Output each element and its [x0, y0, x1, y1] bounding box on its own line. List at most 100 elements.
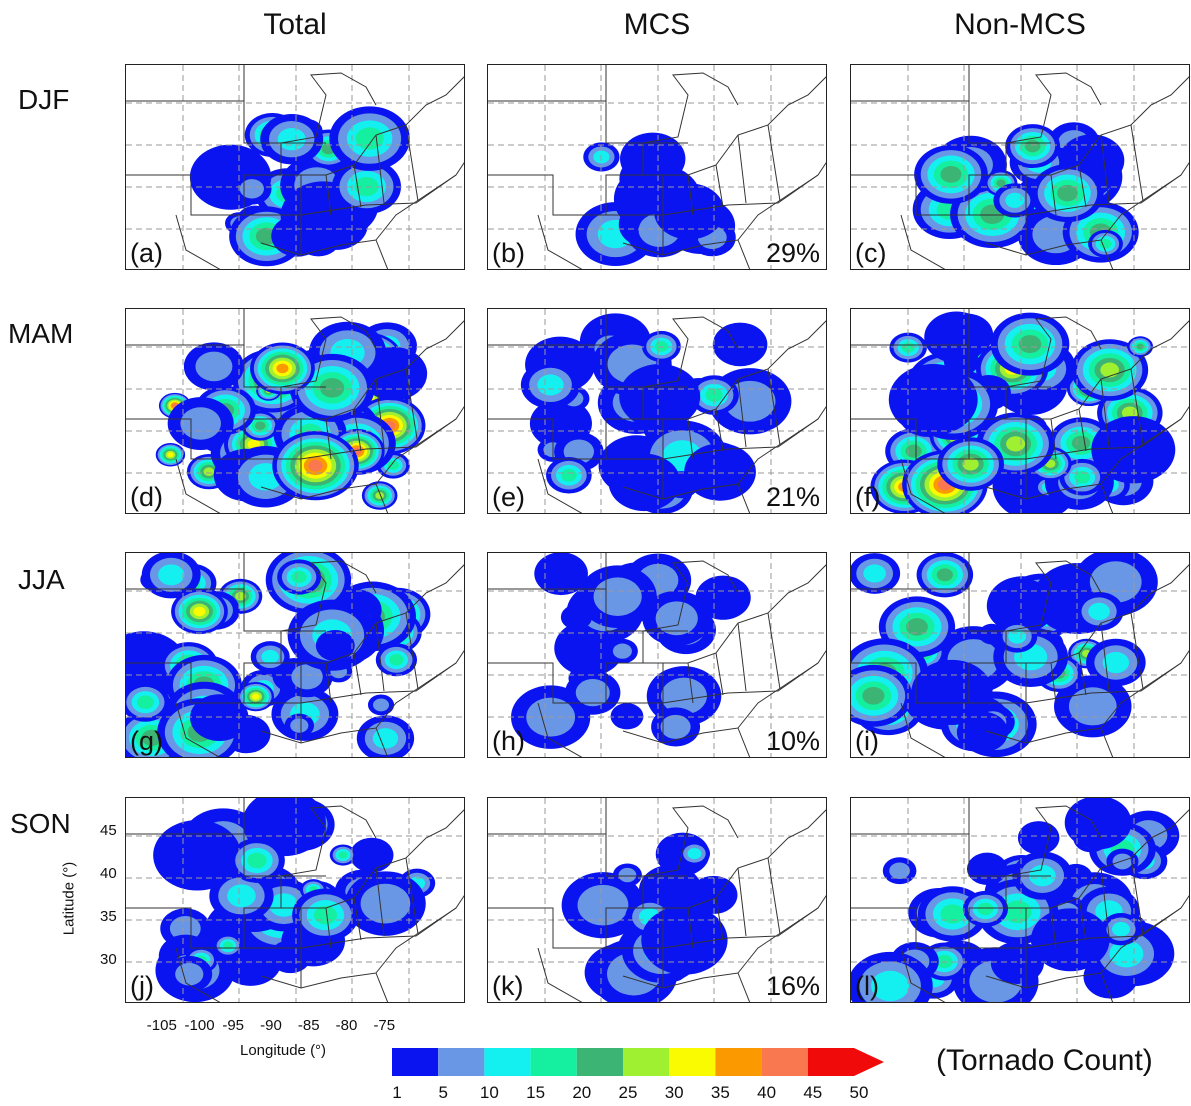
density-contour: [338, 851, 348, 859]
colorbar-segment: [576, 1048, 623, 1076]
colorbar-segment: [761, 1048, 808, 1076]
tornado-density-field: [575, 132, 736, 267]
density-contour: [1074, 470, 1091, 484]
colorbar-title: (Tornado Count): [936, 1044, 1153, 1077]
state-boundaries: [126, 65, 464, 269]
colorbar-tick-label: 35: [710, 1083, 730, 1102]
x-tick-label: -85: [297, 1017, 320, 1034]
colorbar-segment: [715, 1048, 762, 1076]
density-contour: [1102, 651, 1130, 674]
graticule: [488, 65, 826, 269]
colorbar-segment: [438, 1048, 485, 1076]
density-contour: [654, 341, 669, 352]
tornado-density-field: [155, 321, 428, 510]
column-title-total: Total: [263, 8, 327, 41]
density-contour: [705, 388, 723, 402]
panel-percent: 21%: [765, 482, 820, 512]
y-tick-label: 40: [100, 865, 117, 883]
density-contour: [1100, 362, 1119, 378]
density-contour: [169, 916, 201, 941]
density-contour: [655, 601, 698, 636]
graticule: [488, 798, 826, 1002]
density-contour: [227, 884, 256, 908]
density-contour: [1030, 908, 1110, 972]
density-contour: [350, 837, 394, 873]
colorbar-segment: [530, 1048, 577, 1076]
state-boundaries: [851, 798, 1189, 1002]
row-label-jja: JJA: [18, 564, 65, 595]
density-contour: [195, 351, 233, 382]
density-contour: [1088, 602, 1110, 621]
density-contour: [153, 820, 242, 891]
panel-tag: (c): [855, 238, 887, 268]
density-contour: [1112, 922, 1130, 937]
density-contour: [560, 468, 577, 482]
density-contour: [687, 848, 702, 860]
panel-percent: 16%: [765, 971, 820, 1001]
colorbar-tick-label: 1: [392, 1083, 402, 1102]
density-contour: [612, 643, 632, 659]
panel-d: (d): [125, 308, 465, 514]
map-i: [851, 553, 1189, 757]
colorbar-segment: [392, 1048, 439, 1076]
map-k: [488, 798, 826, 1002]
state-boundaries: [851, 309, 1189, 513]
y-tick-label: 45: [100, 822, 117, 840]
density-contour: [608, 453, 681, 512]
colorbar-segment: [484, 1048, 531, 1076]
panel-tag: (g): [130, 726, 163, 756]
density-contour: [695, 575, 751, 620]
panel-j: (j): [125, 797, 465, 1003]
panel-percent: 29%: [765, 238, 820, 268]
density-contour: [924, 311, 989, 363]
map-h: [488, 553, 826, 757]
column-title-mcs: MCS: [623, 8, 691, 41]
density-contour: [276, 363, 289, 374]
tornado-density-field: [851, 553, 1158, 757]
x-tick-label: -75: [373, 1017, 396, 1034]
density-contour: [290, 718, 309, 733]
panel-a: (a): [125, 64, 465, 270]
density-contour: [291, 664, 323, 690]
tornado-density-field: [126, 553, 431, 757]
density-contour: [190, 694, 249, 742]
map-e: [488, 309, 826, 513]
panel-tag: (b): [492, 238, 525, 268]
density-contour: [990, 941, 1044, 985]
colorbar-tick-label: 5: [438, 1083, 448, 1102]
density-contour: [315, 629, 355, 662]
colorbar: [392, 1048, 884, 1076]
density-contour: [1112, 853, 1133, 870]
panel-e: (e) 21%: [487, 308, 827, 514]
density-contour: [193, 606, 206, 617]
density-contour: [251, 693, 260, 700]
density-contour: [291, 570, 307, 584]
panel-c: (c): [850, 64, 1190, 270]
panel-tag: (k): [492, 971, 524, 1001]
density-contour: [1071, 435, 1091, 451]
density-contour: [619, 364, 701, 429]
density-contour: [355, 127, 384, 150]
y-tick-label: 30: [100, 951, 117, 969]
density-contour: [1064, 798, 1132, 850]
state-boundaries: [126, 309, 464, 513]
density-contour: [889, 862, 910, 880]
density-contour: [1136, 343, 1144, 350]
density-contour: [175, 962, 204, 986]
density-contour: [940, 904, 965, 924]
row-label-son: SON: [10, 808, 71, 839]
density-contour: [537, 374, 564, 396]
graticule: [126, 65, 464, 269]
density-contour: [360, 883, 411, 924]
colorbar-segment: [623, 1048, 670, 1076]
state-boundaries: [851, 65, 1189, 269]
density-contour: [1109, 940, 1144, 968]
colorbar-tick-label: 45: [803, 1083, 823, 1102]
density-contour: [534, 553, 588, 596]
panel-b: (b) 29%: [487, 64, 827, 270]
panel-g: (g): [125, 552, 465, 758]
map-a: [126, 65, 464, 269]
panel-tag: (e): [492, 482, 525, 512]
density-contour: [660, 714, 691, 739]
density-contour: [203, 467, 215, 476]
